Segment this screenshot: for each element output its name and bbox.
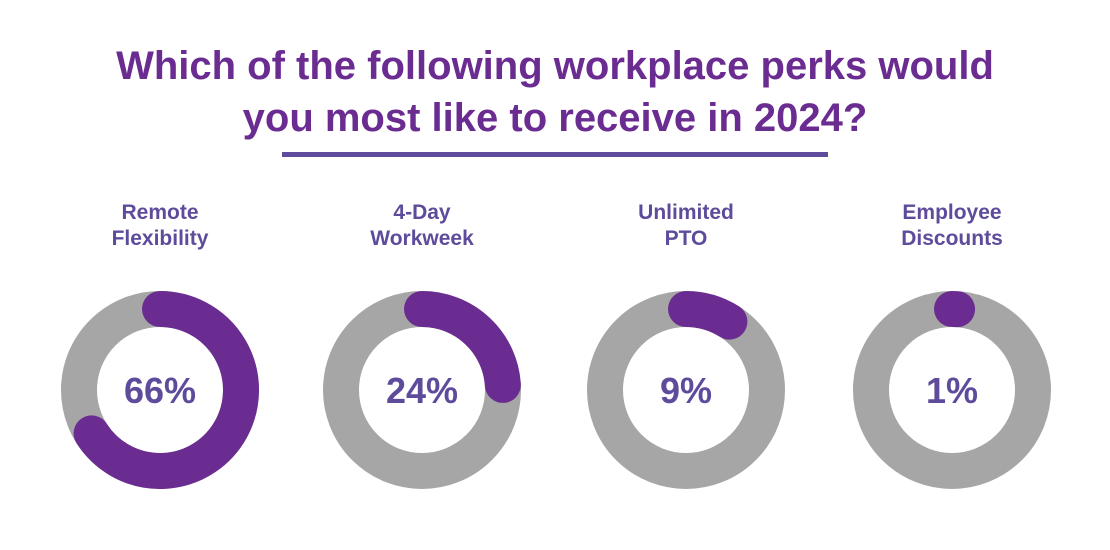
perk-label-line-2: PTO (664, 227, 708, 250)
donut-value-label: 1% (926, 370, 978, 411)
perk-label: Remote Flexibility (50, 200, 270, 260)
perk-label-line-1: Unlimited (638, 201, 734, 224)
perk-4-day-workweek: 4-Day Workweek 24% (312, 200, 532, 489)
perk-label: 4-Day Workweek (312, 200, 532, 260)
perk-label-line-2: Workweek (370, 227, 474, 250)
donut-chart: 9% (587, 291, 785, 489)
perk-label-line-1: Employee (902, 201, 1002, 224)
title-line-1: Which of the following workplace perks w… (116, 44, 994, 88)
perk-label-line-1: 4-Day (393, 201, 451, 224)
chart-title: Which of the following workplace perks w… (0, 40, 1110, 144)
perk-label-line-2: Flexibility (111, 227, 209, 250)
donut-chart: 24% (323, 291, 521, 489)
perk-label: Unlimited PTO (576, 200, 796, 260)
donut-fill (668, 291, 748, 340)
perk-employee-discounts: Employee Discounts 1% (842, 200, 1062, 489)
perk-label-line-1: Remote (121, 201, 199, 224)
donut-value-label: 24% (386, 370, 458, 411)
perk-label-line-2: Discounts (901, 227, 1003, 250)
donut-value-label: 66% (124, 370, 196, 411)
donut-chart: 1% (853, 291, 1051, 489)
donut-fill (404, 291, 521, 403)
title-line-2: you most like to receive in 2024? (242, 96, 868, 140)
title-underline (282, 152, 828, 157)
donut-value-label: 9% (660, 370, 712, 411)
donut-fill (73, 291, 259, 489)
perk-label: Employee Discounts (842, 200, 1062, 260)
perk-remote-flexibility: Remote Flexibility 66% (50, 200, 270, 489)
perk-unlimited-pto: Unlimited PTO 9% (576, 200, 796, 489)
donut-chart: 66% (61, 291, 259, 489)
